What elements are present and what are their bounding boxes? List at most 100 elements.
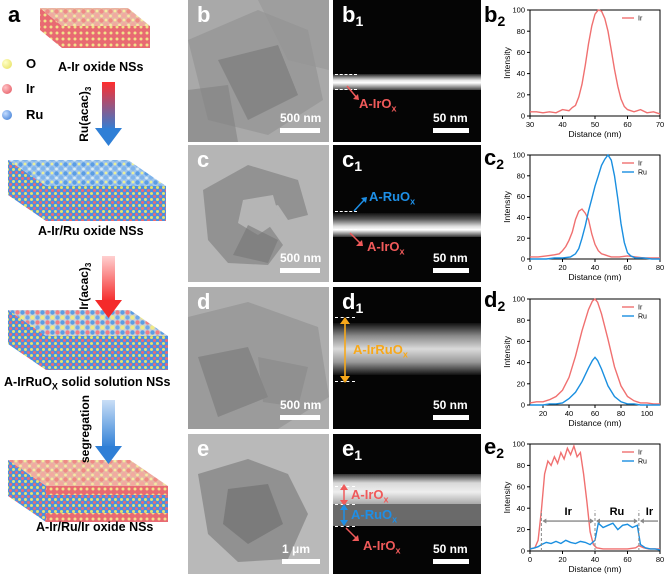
- line-profile-c2: 0 20 40 60 80 0 20 40 60 80 100 Distance (nm) Intens…: [502, 151, 664, 282]
- arrow-irruo-d1: [340, 317, 350, 383]
- legend-label-o: O: [26, 56, 37, 71]
- x-tick-label: 20: [558, 555, 566, 564]
- bright-band-d1: [333, 323, 481, 375]
- x-tick-label: 60: [591, 409, 599, 418]
- y-tick-label: 100: [512, 440, 525, 449]
- dashed-marker-b1: [335, 74, 357, 75]
- x-tick-label: 60: [623, 555, 631, 564]
- legend-label-ru: Ru: [638, 170, 647, 177]
- scale-text-c: 500 nm: [280, 251, 322, 265]
- scale-bar-d: [280, 415, 320, 420]
- y-tick-label: 20: [517, 90, 525, 99]
- line-profile-b2: 30 40 50 60 70 0 20 40 60 80 100 Distance (nm) Inten…: [502, 6, 664, 139]
- slab-ir-ru-ir-oxide: [8, 460, 168, 522]
- arrow-iro-e1-bottom: [345, 527, 359, 541]
- x-tick-label: 20: [558, 263, 566, 272]
- dashed-marker-c1-upper: [335, 211, 357, 212]
- scale-text-e1: 50 nm: [433, 542, 468, 556]
- panel-label-c: c: [197, 147, 210, 172]
- series-line-ir: [529, 443, 660, 550]
- y-tick-label: 0: [521, 255, 525, 264]
- panel-label-b: b: [197, 2, 211, 27]
- x-tick-label: 40: [565, 409, 573, 418]
- x-tick-label: 70: [656, 120, 664, 129]
- atom-legend: O Ir Ru: [2, 56, 43, 136]
- tem-image-b: b 500 nm: [188, 0, 329, 142]
- x-tick-label: 60: [623, 263, 631, 272]
- y-tick-label: 80: [517, 171, 525, 180]
- schematic-diagram: [8, 8, 168, 522]
- haadf-image-c1: c1 A-RuOx A-IrOx 50 nm: [333, 145, 481, 282]
- x-axis-label: Distance (nm): [569, 129, 622, 139]
- bright-band-e1: [333, 474, 481, 504]
- tem-sheets-b: [188, 0, 329, 142]
- y-axis-label: Intensity: [502, 190, 512, 222]
- x-tick-label: 80: [656, 555, 664, 564]
- scale-text-e: 1 μm: [282, 542, 311, 556]
- y-tick-label: 40: [517, 504, 525, 513]
- scale-text-b: 500 nm: [280, 111, 322, 125]
- legend-label-ru: Ru: [638, 459, 647, 466]
- scale-bar-e1: [433, 559, 469, 564]
- panel-label-a: a: [8, 2, 21, 27]
- arrow-label-segregation-text: segregation: [78, 395, 92, 464]
- region-arrowhead: [542, 518, 547, 524]
- caption-solid-solution-main: A-IrRuO: [4, 375, 52, 389]
- panel-label-b1: b1: [342, 2, 364, 29]
- dashed-marker-b1-lower: [335, 89, 357, 90]
- x-tick-label: 80: [617, 409, 625, 418]
- y-axis-label: Intensity: [502, 481, 512, 513]
- region-label: Ru: [610, 506, 625, 518]
- legend-label-ir: Ir: [638, 16, 643, 23]
- x-tick-label: 80: [656, 263, 664, 272]
- tem-sheets-d: [188, 302, 329, 429]
- panel-label-c1: c1: [342, 147, 363, 174]
- y-tick-label: 60: [517, 337, 525, 346]
- tem-sheets-e: [198, 459, 308, 562]
- legend-label-ir: Ir: [638, 450, 643, 457]
- arrow-ruo-c1: [353, 197, 367, 212]
- x-tick-label: 60: [623, 120, 631, 129]
- annotation-c1-ruo: A-RuOx: [369, 189, 416, 207]
- scale-bar-b: [280, 128, 320, 133]
- haadf-image-b1: b1 A-IrOx 50 nm: [333, 0, 481, 142]
- scale-bar-c1: [433, 268, 469, 273]
- haadf-image-d1: d1 A-IrRuOx 50 nm: [333, 287, 481, 429]
- legend-label-ru: Ru: [638, 314, 647, 321]
- scale-bar-e: [282, 559, 320, 564]
- arrow-segregation: [95, 400, 122, 464]
- y-tick-label: 100: [512, 151, 525, 160]
- annotation-b1-iro: A-IrOx: [359, 96, 397, 114]
- series-line-ru: [530, 153, 660, 260]
- legend-label-ir: Ir: [638, 305, 643, 312]
- y-tick-label: 100: [512, 6, 525, 15]
- bright-band-b1: [333, 74, 481, 90]
- dashed-marker-c1-lower: [335, 229, 357, 230]
- y-tick-label: 80: [517, 316, 525, 325]
- scale-bar-c: [280, 268, 320, 273]
- x-tick-label: 0: [528, 263, 532, 272]
- line-profile-e2: 0 20 40 60 80 0 20 40 60 80 100 Distance (nm) Intens…: [502, 440, 664, 574]
- series-line-ir: [530, 9, 661, 115]
- y-tick-label: 20: [517, 379, 525, 388]
- legend-label-ir: Ir: [26, 81, 35, 96]
- arrow-iro-c1: [349, 232, 363, 246]
- x-tick-label: 40: [591, 263, 599, 272]
- line-profile-d2: 20 40 60 80 100 0 20 40 60 80 100 Distance (nm) Inte…: [502, 295, 661, 428]
- arrow-label-segregation: segregation: [74, 395, 94, 468]
- tem-image-d: d 500 nm: [188, 287, 329, 429]
- series-line-ru: [530, 356, 660, 406]
- panel-label-e: e: [197, 436, 210, 461]
- tem-image-c: c 500 nm: [188, 145, 329, 282]
- arrow-ru-acac: [95, 82, 122, 146]
- ir-atom-icon: [2, 84, 12, 94]
- dashed-marker-e1-3: [335, 526, 355, 527]
- ru-atom-icon: [2, 110, 12, 120]
- arrow-ruo-e1: [340, 504, 348, 526]
- x-tick-label: 30: [526, 120, 534, 129]
- x-axis-label: Distance (nm): [569, 564, 622, 574]
- arrow-label-ru-acac: Ru(acac)3: [74, 82, 94, 152]
- annotation-e1-ruo: A-RuOx: [351, 507, 398, 525]
- arrow-ir-acac: [95, 256, 122, 318]
- caption-solid-solution: A-IrRuOX solid solution NSs: [4, 375, 170, 392]
